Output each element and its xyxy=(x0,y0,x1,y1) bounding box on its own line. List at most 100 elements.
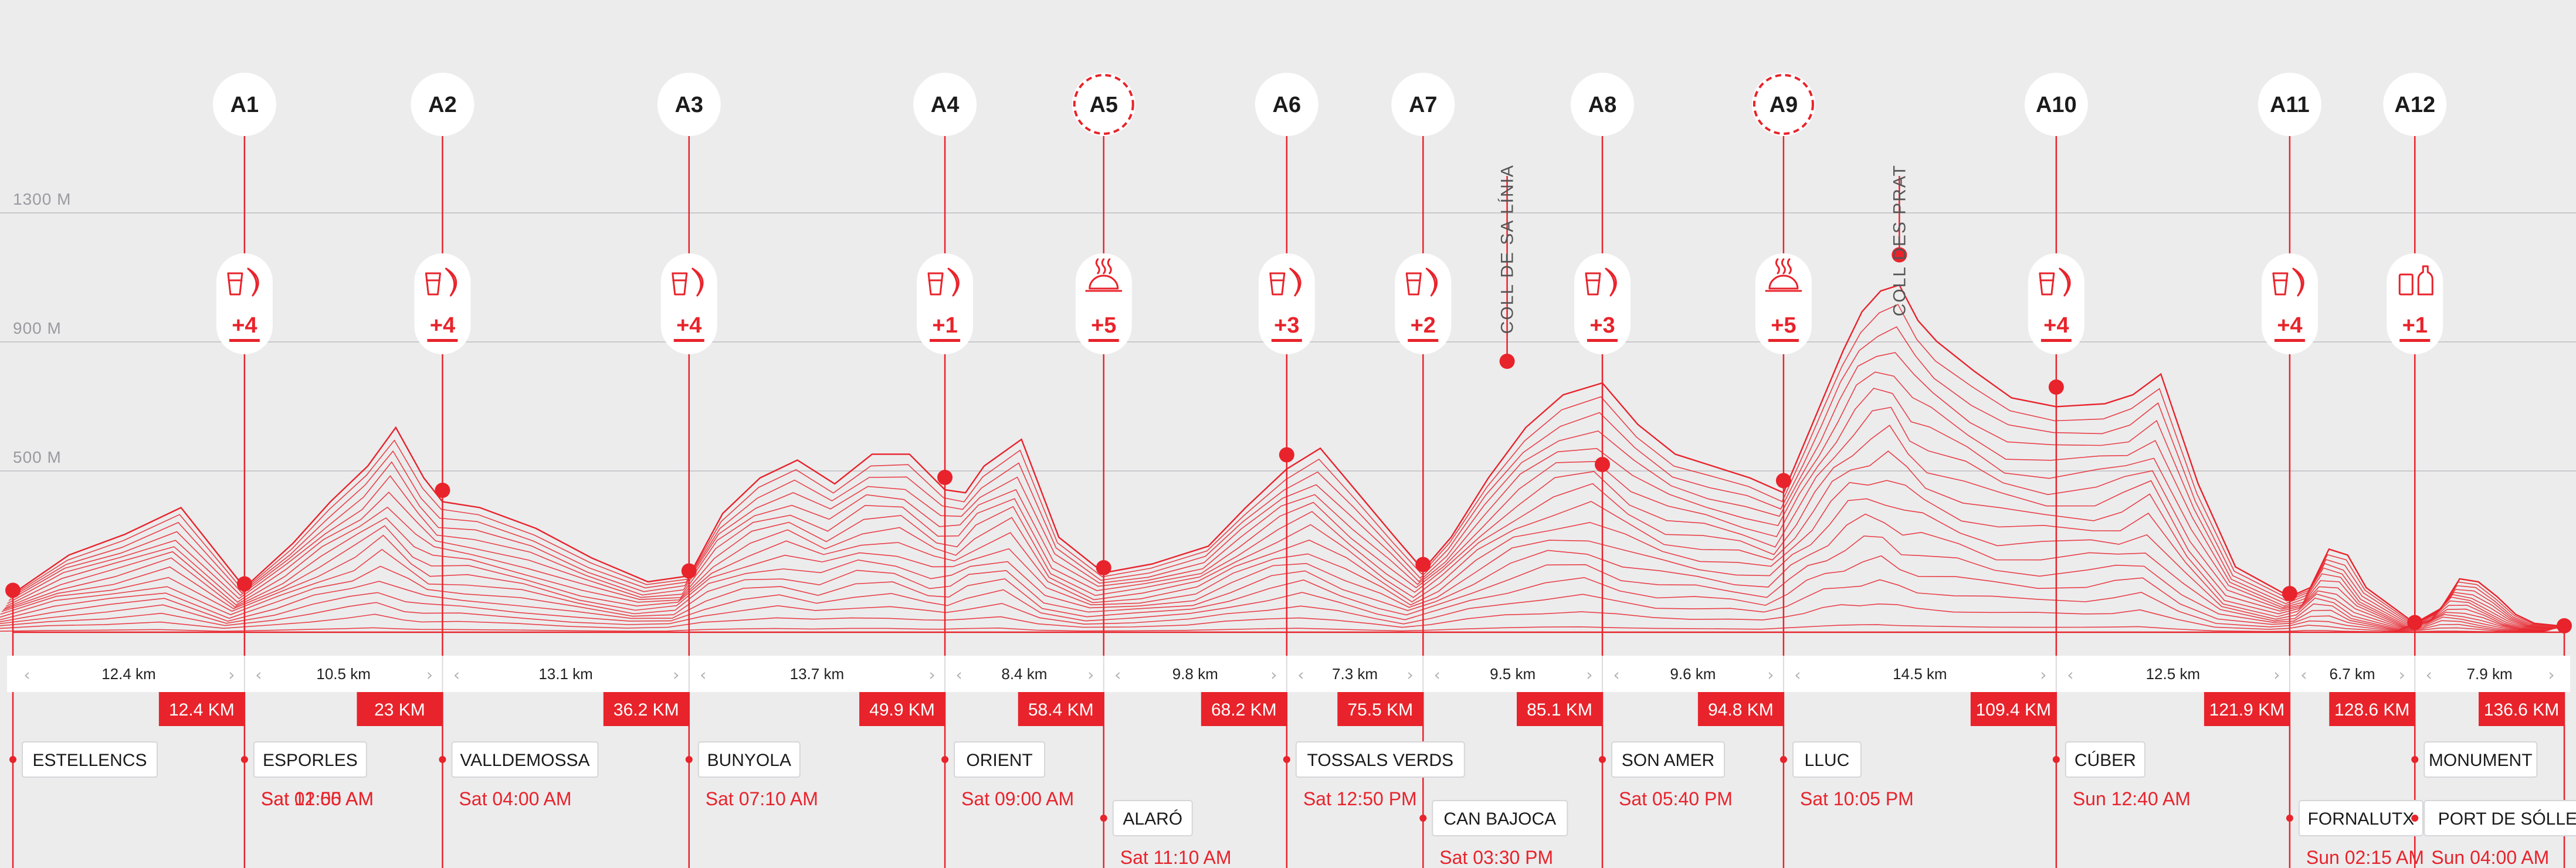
station-circle xyxy=(913,73,977,136)
segment-distance: 10.5 km xyxy=(316,665,371,683)
cup-icon xyxy=(425,272,441,296)
chevron-right-icon: › xyxy=(2399,665,2405,684)
location-name-box xyxy=(1112,800,1193,836)
chevron-right-icon: › xyxy=(1767,665,1774,684)
cup-icon xyxy=(2272,272,2289,296)
station-label: A7 xyxy=(1409,93,1438,117)
station-label: A10 xyxy=(2036,93,2077,117)
station-badge-a10[interactable]: A10 xyxy=(2024,73,2088,136)
count-underline xyxy=(427,339,458,342)
segment-distance: 8.4 km xyxy=(1001,665,1047,683)
banana-icon xyxy=(445,267,457,297)
label-connector-dot xyxy=(2411,815,2419,822)
chevron-left-icon: ‹ xyxy=(2067,665,2073,684)
life-base-ring xyxy=(1753,74,1814,135)
finish-point xyxy=(2557,618,2572,633)
station-badge-a7[interactable]: A7 xyxy=(1391,73,1455,136)
station-badge-a3[interactable]: A3 xyxy=(657,73,721,136)
chevron-left-icon: ‹ xyxy=(23,665,30,684)
segment-distance: 12.4 km xyxy=(101,665,156,683)
location-name-box xyxy=(2424,741,2538,778)
station-badge-a11[interactable]: A11 xyxy=(2258,73,2321,136)
banana-icon xyxy=(1425,267,1438,297)
station-label: A9 xyxy=(1770,93,1798,117)
label-connector-dot xyxy=(9,756,16,763)
start-point xyxy=(5,582,21,598)
extra-count: +1 xyxy=(932,313,957,338)
peak-name: COLL DES PRAT xyxy=(1890,164,1909,316)
gridline-label: 1300 M xyxy=(13,190,71,208)
location-name: ORIENT xyxy=(966,751,1032,770)
location-name: MONUMENT xyxy=(2429,751,2533,770)
peak-name: COLL DE SA LÍNIA xyxy=(1498,164,1517,334)
banana-icon xyxy=(1605,267,1617,297)
station-circle xyxy=(2383,73,2447,136)
location-name-box xyxy=(1792,741,1862,778)
profile-ridge-line xyxy=(0,603,2544,632)
eta-time: Sun 04:00 AM xyxy=(2431,847,2549,868)
station-badge-a6[interactable]: A6 xyxy=(1255,73,1318,136)
steam-icon xyxy=(1775,258,1780,274)
km-tag xyxy=(2204,692,2290,726)
segment-distance: 9.6 km xyxy=(1670,665,1716,683)
profile-ridge-line xyxy=(8,352,2560,628)
segment-distance: 6.7 km xyxy=(2330,665,2375,683)
label-connector-dot xyxy=(1780,756,1787,763)
label-connector-dot xyxy=(2286,815,2293,822)
label-connector-dot xyxy=(1283,756,1290,763)
station-point xyxy=(1594,457,1610,472)
km-tag-label: 12.4 KM xyxy=(169,700,235,720)
chevron-right-icon: › xyxy=(2273,665,2280,684)
count-underline xyxy=(1088,339,1119,342)
station-circle xyxy=(1391,73,1455,136)
location-name: BUNYOLA xyxy=(707,751,791,770)
service-pill-a6: +3 xyxy=(1258,253,1315,354)
gridline-label: 900 M xyxy=(13,319,62,337)
segment-distance: 13.1 km xyxy=(538,665,593,683)
station-point xyxy=(2282,586,2297,601)
km-tag xyxy=(1970,692,2056,726)
chevron-left-icon: ‹ xyxy=(2426,665,2432,684)
station-label: A6 xyxy=(1273,93,1301,117)
location-name-box xyxy=(1611,741,1725,778)
station-badge-a5[interactable]: A5 xyxy=(1072,73,1136,136)
profile-ridge-line xyxy=(9,326,2562,628)
segment-distance: 14.5 km xyxy=(1893,665,1947,683)
location-name: TOSSALS VERDS xyxy=(1307,751,1454,770)
station-badge-a8[interactable]: A8 xyxy=(1570,73,1634,136)
station-label: A1 xyxy=(231,93,259,117)
label-connector-dot xyxy=(1419,815,1427,822)
extra-count: +5 xyxy=(1091,313,1116,338)
cup-icon xyxy=(227,272,243,296)
banana-icon xyxy=(247,267,259,297)
service-pill-bg xyxy=(1755,253,1812,354)
station-badge-a1[interactable]: A1 xyxy=(212,73,276,136)
station-badge-a12[interactable]: A12 xyxy=(2383,73,2447,136)
station-badge-a9[interactable]: A9 xyxy=(1751,73,1815,136)
station-badge-a4[interactable]: A4 xyxy=(913,73,977,136)
km-tag-label: 121.9 KM xyxy=(2209,700,2284,720)
eta-time: Sat 01:55 AM xyxy=(261,788,374,809)
chevron-right-icon: › xyxy=(1407,665,1414,684)
km-tag-label: 94.8 KM xyxy=(1708,700,1774,720)
station-badge-a2[interactable]: A2 xyxy=(411,73,474,136)
km-tag-label: 136.6 KM xyxy=(2484,700,2559,720)
service-pill-bg xyxy=(414,253,471,354)
station-point xyxy=(937,470,953,485)
cup-icon xyxy=(1585,272,1601,296)
count-underline xyxy=(1408,339,1439,342)
km-tag xyxy=(603,692,689,726)
km-tag-label: 85.1 KM xyxy=(1527,700,1592,720)
label-connector-dot xyxy=(240,756,248,763)
service-pill-bg xyxy=(1395,253,1452,354)
chevron-left-icon: ‹ xyxy=(1434,665,1440,684)
km-tag xyxy=(2479,692,2564,726)
eta-time: Sat 04:00 AM xyxy=(459,788,571,809)
station-circle xyxy=(2024,73,2088,136)
station-label: A12 xyxy=(2394,93,2435,117)
chevron-right-icon: › xyxy=(673,665,679,684)
cup-icon xyxy=(1269,272,1286,296)
extra-count: +4 xyxy=(232,313,257,338)
chevron-right-icon: › xyxy=(1270,665,1277,684)
